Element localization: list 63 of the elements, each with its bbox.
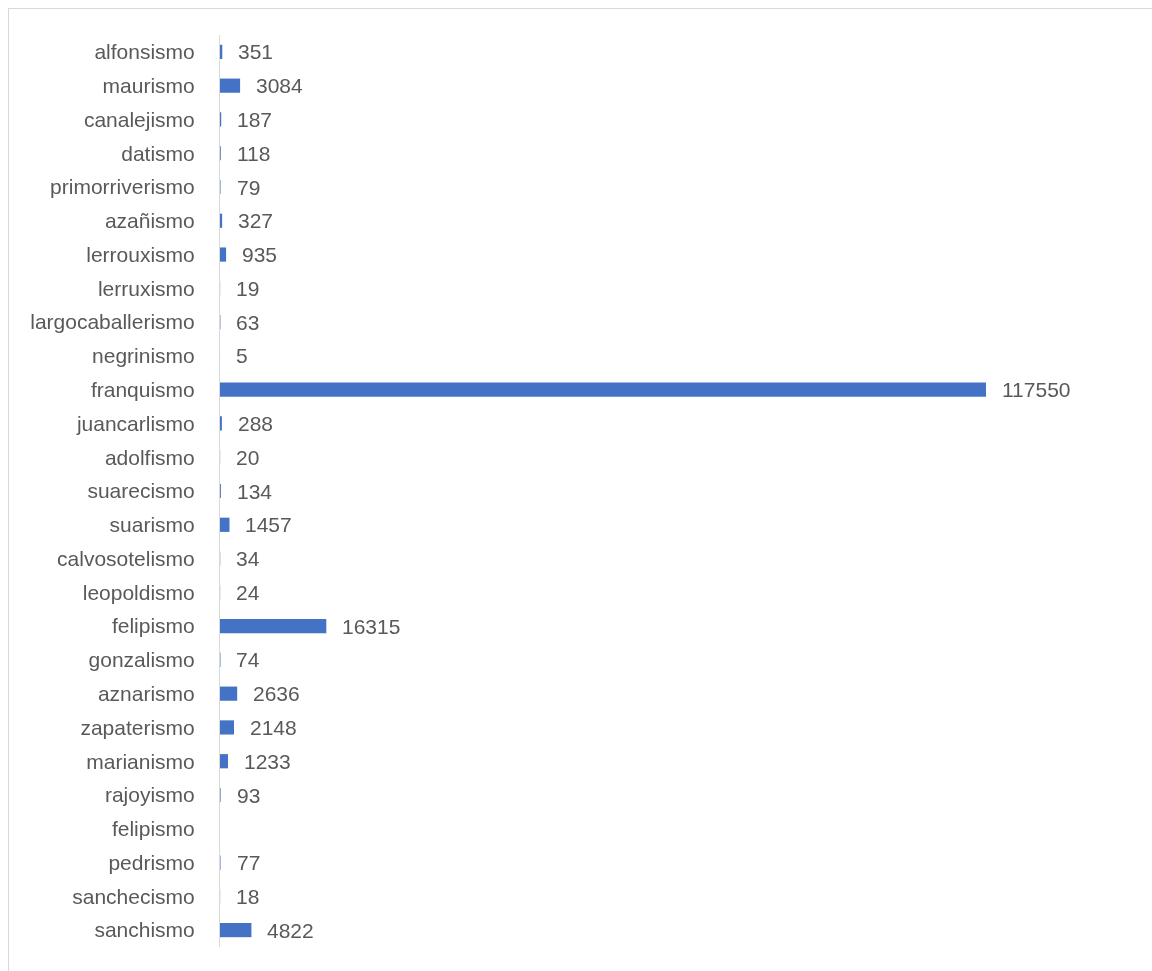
data-label: 63 (236, 311, 260, 334)
data-label: 5 (236, 344, 248, 367)
data-label: 117550 (1002, 378, 1071, 401)
y-tick-label: datismo (121, 141, 195, 165)
y-tick-label: sanchecismo (72, 884, 195, 908)
data-label: 2148 (250, 716, 297, 739)
data-label: 93 (237, 784, 261, 807)
y-tick-label: alfonsismo (94, 40, 195, 64)
y-tick-label: aznarismo (97, 682, 195, 706)
data-label: 118 (237, 142, 271, 165)
y-tick-label: juancarlismo (75, 411, 195, 435)
data-label: 77 (237, 851, 261, 874)
y-tick-label: marianismo (86, 749, 195, 773)
y-tick-label: gonzalismo (88, 648, 195, 672)
data-label: 288 (238, 412, 274, 435)
y-tick-label: felipismo (111, 817, 195, 841)
y-tick-label: franquismo (90, 378, 195, 402)
data-label: 327 (238, 209, 274, 232)
bar (220, 686, 238, 701)
y-tick-label: largocaballerismo (30, 310, 195, 334)
y-tick-label: felipismo (111, 614, 195, 638)
data-label: 20 (236, 446, 260, 469)
data-label: 19 (236, 277, 260, 300)
data-label: 79 (237, 176, 261, 199)
bar (220, 720, 234, 735)
bar (220, 923, 252, 938)
data-label: 187 (237, 108, 273, 131)
y-tick-label: calvosotelismo (57, 546, 195, 570)
y-tick-label: pedrismo (108, 850, 195, 874)
y-tick-label: primorriverismo (50, 175, 195, 199)
y-tick-label: rajoyismo (104, 783, 195, 807)
y-tick-label: sanchismo (94, 918, 195, 942)
data-label: 935 (242, 243, 278, 266)
y-tick-label: suarecismo (87, 479, 195, 503)
bar (220, 754, 229, 769)
y-tick-label: suarismo (109, 513, 195, 537)
y-tick-label: negrinismo (92, 344, 195, 368)
data-label: 134 (237, 480, 273, 503)
data-label: 3084 (256, 74, 304, 97)
bar (220, 382, 986, 397)
y-tick-label: maurismo (102, 74, 195, 98)
bar (220, 619, 327, 634)
bar (220, 517, 230, 532)
data-label: 351 (238, 40, 274, 63)
data-label: 1233 (244, 750, 291, 773)
data-label: 2636 (253, 682, 300, 705)
y-tick-label: canalejismo (83, 107, 195, 131)
bar (220, 78, 241, 93)
data-label: 1457 (245, 513, 292, 536)
bar (220, 247, 227, 262)
data-label: 4822 (267, 919, 314, 942)
y-tick-label: zapaterismo (80, 715, 195, 739)
data-label: 18 (236, 885, 260, 908)
data-label: 24 (236, 581, 260, 604)
y-tick-label: lerrouxismo (86, 242, 195, 266)
y-tick-label: adolfismo (104, 445, 195, 469)
y-tick-label: leopoldismo (82, 580, 195, 604)
y-tick-label: lerruxismo (97, 276, 195, 300)
data-label: 74 (236, 648, 260, 671)
y-tick-label: azañismo (104, 209, 195, 233)
data-label: 34 (236, 547, 260, 570)
bar (220, 213, 223, 228)
data-label: 16315 (342, 615, 401, 638)
